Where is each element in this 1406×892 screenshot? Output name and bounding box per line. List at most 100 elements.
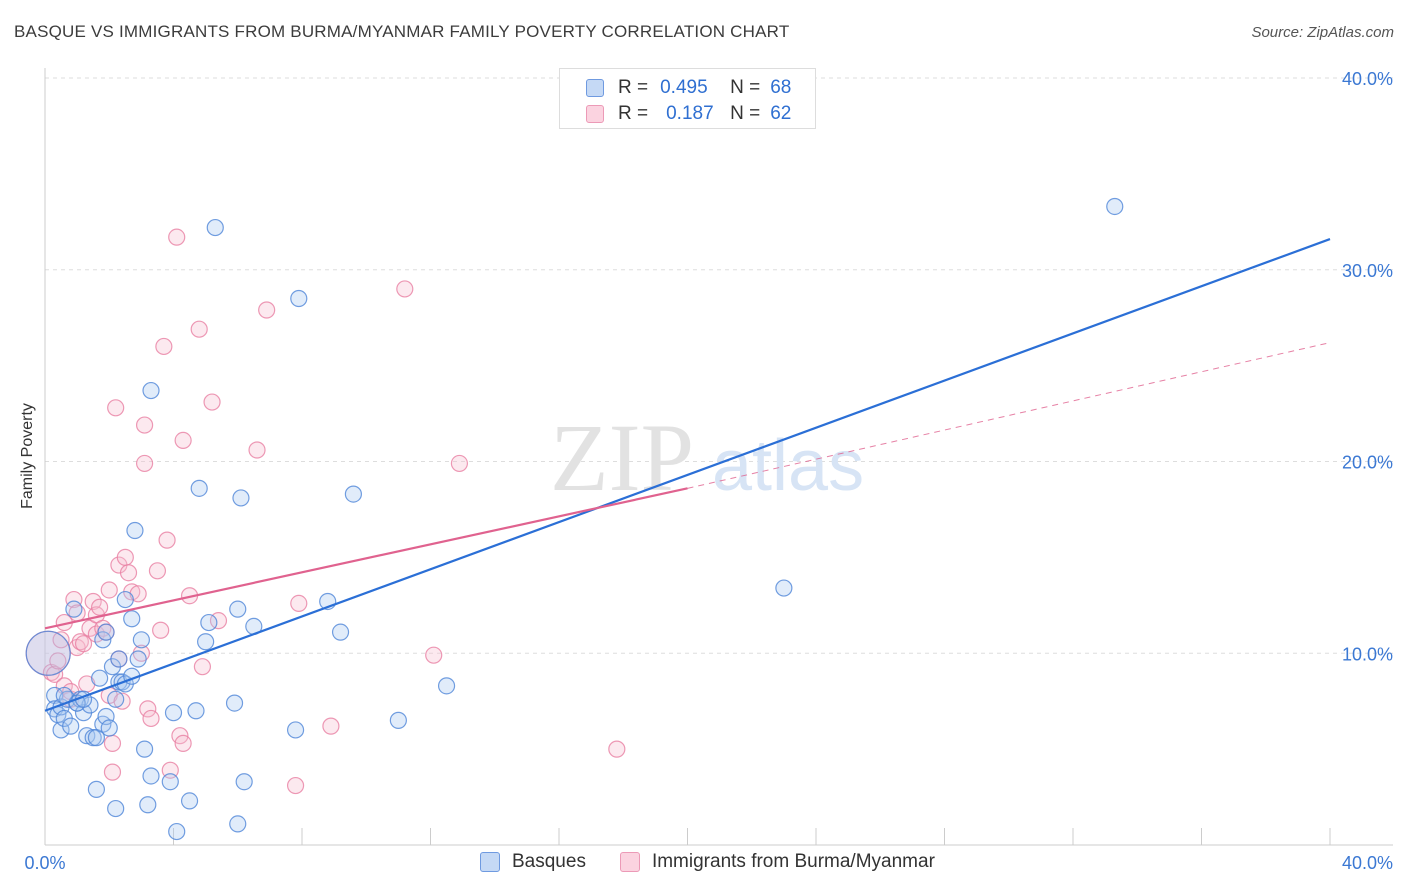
correlation-legend: R = 0.495 N = 68 R = 0.187 N = 62 [559, 68, 816, 129]
basque-point [107, 690, 125, 708]
legend-row-burma: R = 0.187 N = 62 [586, 102, 791, 126]
axes [44, 68, 1393, 846]
burma-point [91, 598, 109, 616]
y-tick-label: 20.0% [1342, 453, 1393, 473]
burma-point [174, 734, 192, 752]
basque-point [142, 381, 160, 400]
burma-point [135, 454, 154, 473]
basque-point [25, 630, 71, 676]
basque-point [232, 489, 250, 507]
basque-point [87, 780, 106, 798]
basque-point [225, 694, 244, 712]
basque-point [229, 600, 247, 618]
watermark-zip: ZIP [550, 404, 694, 511]
legend-n-label: N = [730, 77, 761, 98]
series-burma-points [25, 228, 626, 795]
basque-point [290, 289, 308, 308]
burma-point [290, 594, 308, 612]
basque-point [190, 479, 208, 497]
legend-swatch-blue [586, 79, 604, 97]
basque-point [97, 623, 115, 641]
burma-point [203, 393, 221, 411]
source-label: Source: ZipAtlas.com [1251, 24, 1394, 41]
burma-point [103, 763, 122, 781]
basque-point [206, 218, 224, 237]
burma-point [258, 301, 276, 319]
burma-trend-line [44, 487, 688, 630]
x-tick-label-max: 40.0% [1342, 853, 1393, 873]
basque-point [161, 773, 179, 791]
basque-point [164, 704, 183, 722]
basque-point [126, 521, 144, 540]
legend-r-label: R = [618, 77, 649, 98]
chart-title: BASQUE VS IMMIGRANTS FROM BURMA/MYANMAR … [14, 22, 790, 41]
burma-point [168, 228, 186, 246]
burma-point [450, 454, 469, 473]
burma-point [396, 280, 414, 298]
burma-point [116, 548, 134, 566]
burma-point [148, 562, 167, 580]
basque-point [135, 740, 154, 758]
basque-point [775, 579, 793, 597]
basque-point [91, 669, 109, 687]
basque-point [180, 792, 199, 810]
burma-point [155, 337, 173, 356]
legend-r-label: R = [618, 103, 649, 124]
basque-point [197, 633, 215, 651]
basque-point [123, 610, 141, 628]
legend-row-basques: R = 0.495 N = 68 [586, 76, 791, 100]
basque-point [100, 719, 118, 737]
burma-point [49, 652, 67, 670]
burma-point [142, 709, 160, 728]
burma-point [65, 590, 83, 609]
basque-point [187, 702, 205, 720]
basque-point [286, 721, 305, 739]
burma-point [103, 734, 122, 752]
basque-point [168, 822, 186, 841]
series-legend: Basques Immigrants from Burma/Myanmar [480, 851, 969, 873]
burma-trend-extension [687, 342, 1331, 489]
burma-point [135, 416, 154, 434]
basque-point [1106, 197, 1124, 216]
burma-point [174, 431, 192, 450]
burma-point [425, 646, 443, 664]
basque-point [107, 799, 125, 818]
burma-point [52, 631, 70, 649]
legend-n-value: 68 [770, 77, 792, 98]
burma-point [107, 399, 125, 417]
basque-point [110, 650, 128, 668]
burma-point [74, 635, 93, 653]
basque-point [142, 767, 160, 785]
burma-point [84, 592, 102, 611]
y-axis-label: Family Poverty [19, 403, 36, 509]
basque-point [65, 600, 83, 618]
burma-point [322, 717, 340, 735]
burma-point [248, 441, 266, 459]
burma-point [139, 700, 157, 718]
basque-point [200, 613, 218, 632]
legend-n-label: N = [730, 103, 761, 124]
basque-point [139, 796, 157, 814]
basque-point [344, 485, 362, 503]
burma-point [193, 658, 212, 676]
legend-r-value: 0.495 [660, 77, 708, 98]
legend-burma-label: Immigrants from Burma/Myanmar [651, 851, 935, 872]
y-tick-label: 30.0% [1342, 261, 1393, 281]
y-tick-label: 10.0% [1342, 644, 1393, 664]
trend-lines [44, 238, 1331, 712]
legend-n-value: 62 [770, 103, 792, 124]
basque-point [437, 677, 456, 695]
legend-swatch-blue [480, 852, 500, 872]
basque-point [229, 815, 247, 833]
basque-point [81, 696, 99, 714]
burma-point [608, 740, 626, 758]
tick-labels: 10.0% 20.0% 30.0% 40.0% 0.0% 40.0% [24, 69, 1393, 873]
y-tick-label: 40.0% [1342, 69, 1393, 89]
burma-point [100, 581, 118, 599]
zipatlas-watermark: ZIP atlas [550, 404, 864, 511]
legend-item-basques: Basques [480, 851, 586, 873]
series-basques-points [25, 197, 1124, 841]
legend-r-value: 0.187 [666, 103, 714, 124]
basques-trend-line [44, 238, 1331, 712]
